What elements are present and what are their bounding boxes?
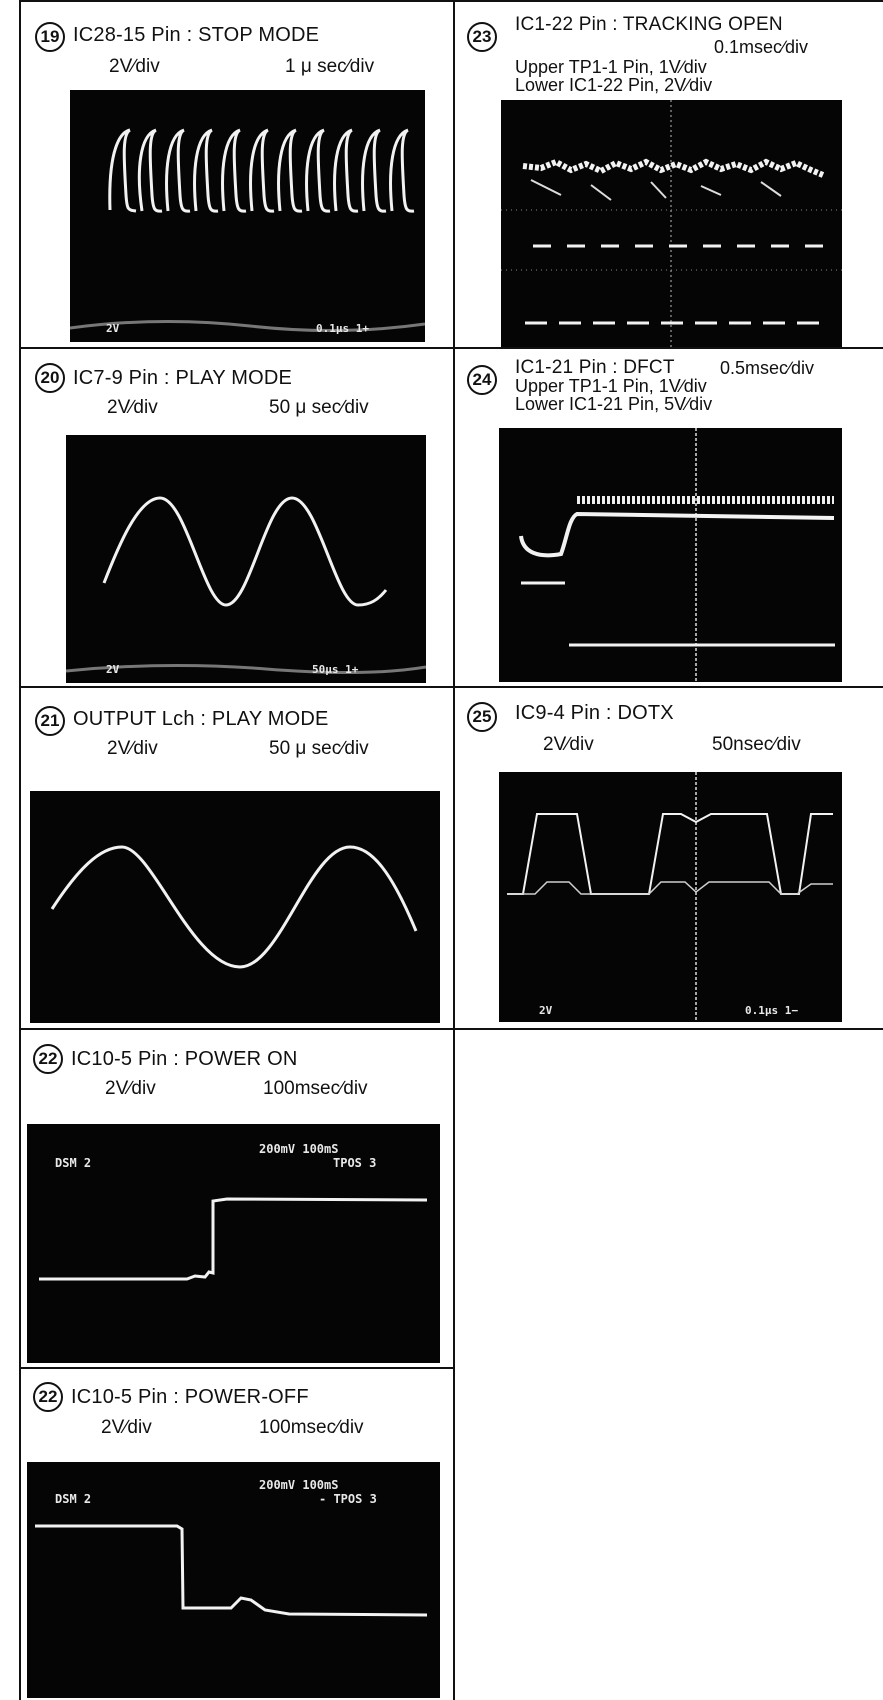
time-per-div: 0.5msec∕div [720, 358, 815, 378]
panel-number: 24 [467, 365, 497, 395]
panel-title: OUTPUT Lch : PLAY MODE [73, 708, 329, 730]
panel-23: 23 IC1-22 Pin : TRACKING OPEN 0.1msec∕di… [455, 0, 883, 347]
center-divider [453, 0, 455, 1700]
time-per-div: 100msec∕div [263, 1078, 368, 1099]
volts-per-div: 2V∕div [101, 1417, 152, 1438]
panel-number: 25 [467, 702, 497, 732]
panel-title: IC9-4 Pin : DOTX [515, 702, 674, 724]
waveform-trace [66, 496, 426, 675]
row-divider-2 [19, 686, 883, 688]
panel-25: 25 IC9-4 Pin : DOTX 2V∕div 50nsec∕div 2V… [455, 686, 883, 1028]
time-per-div: 50nsec∕div [712, 734, 801, 755]
waveform-trace [501, 100, 842, 347]
panel-title: IC1-22 Pin : TRACKING OPEN [515, 14, 783, 35]
oscilloscope-screen: 2V 50μs 1+ [66, 435, 426, 683]
panel-title: IC1-21 Pin : DFCT [515, 357, 675, 378]
waveform-trace [519, 428, 835, 682]
upper-trace-label: Upper TP1-1 Pin, 1V∕div [515, 57, 707, 77]
oscilloscope-screen [30, 791, 440, 1023]
outer-left-border [19, 0, 21, 1700]
panel-number: 19 [35, 22, 65, 52]
screen-scale-readout: 200mV 100mS [259, 1142, 339, 1156]
waveform-trace [39, 1197, 428, 1281]
oscilloscope-screen: 2V 0.1μs 1+ [70, 90, 425, 342]
screen-volt-readout: 2V [539, 1004, 553, 1017]
panel-20: 20 IC7-9 Pin : PLAY MODE 2V∕div 50 μ sec… [19, 347, 453, 686]
waveform-trace [50, 845, 418, 969]
panel-title: IC10-5 Pin : POWER-OFF [71, 1386, 309, 1408]
panel-title: IC7-9 Pin : PLAY MODE [73, 367, 293, 389]
volts-per-div: 2V∕div [109, 56, 160, 77]
upper-trace-label: Upper TP1-1 Pin, 1V∕div [515, 376, 707, 396]
screen-channel-readout: DSM 2 [55, 1492, 92, 1506]
panel-22-power-off: 22 IC10-5 Pin : POWER-OFF 2V∕div 100msec… [19, 1367, 453, 1700]
volts-per-div: 2V∕div [543, 734, 594, 755]
panel-number: 21 [35, 706, 65, 736]
lower-trace-label: Lower IC1-22 Pin, 2V∕div [515, 75, 713, 95]
volts-per-div: 2V∕div [105, 1078, 156, 1099]
oscilloscope-screen [499, 428, 842, 682]
screen-scale-readout: 200mV 100mS [259, 1478, 339, 1492]
panel-number: 22 [33, 1044, 63, 1074]
screen-trigger-readout: - TPOS 3 [319, 1492, 377, 1506]
time-per-div: 1 μ sec∕div [285, 56, 375, 77]
oscilloscope-screen: DSM 2 200mV 100mS TPOS 3 [27, 1124, 440, 1363]
screen-time-readout: 0.1μs 1+ [316, 322, 369, 335]
waveform-trace [507, 772, 833, 1022]
panel-number: 23 [467, 22, 497, 52]
time-per-div: 0.1msec∕div [714, 37, 809, 57]
panel-19: 19 IC28-15 Pin : STOP MODE 2V∕div 1 μ se… [19, 0, 453, 347]
panel-22-power-on: 22 IC10-5 Pin : POWER ON 2V∕div 100msec∕… [19, 1028, 453, 1367]
screen-channel-readout: DSM 2 [55, 1156, 92, 1170]
time-per-div: 50 μ sec∕div [269, 397, 369, 418]
volts-per-div: 2V∕div [107, 738, 158, 759]
panel-title: IC28-15 Pin : STOP MODE [73, 24, 320, 46]
row-divider-4 [19, 1367, 455, 1369]
volts-per-div: 2V∕div [107, 397, 158, 418]
screen-trigger-readout: TPOS 3 [333, 1156, 377, 1170]
row-divider-3 [19, 1028, 883, 1030]
waveform-trace [70, 128, 425, 333]
screen-volt-readout: 2V [106, 663, 120, 676]
waveform-trace [35, 1524, 428, 1617]
oscilloscope-screen: 2V 0.1μs 1− [499, 772, 842, 1022]
panel-number: 20 [35, 363, 65, 393]
panel-number: 22 [33, 1382, 63, 1412]
screen-volt-readout: 2V [106, 322, 120, 335]
screen-time-readout: 50μs 1+ [312, 663, 359, 676]
screen-time-readout: 0.1μs 1− [745, 1004, 798, 1017]
top-border [19, 0, 883, 2]
time-per-div: 100msec∕div [259, 1417, 364, 1438]
oscilloscope-screen: DSM 2 200mV 100mS - TPOS 3 [27, 1462, 440, 1698]
panel-24: 24 IC1-21 Pin : DFCT 0.5msec∕div Upper T… [455, 347, 883, 686]
panel-title: IC10-5 Pin : POWER ON [71, 1048, 298, 1070]
lower-trace-label: Lower IC1-21 Pin, 5V∕div [515, 394, 713, 414]
time-per-div: 50 μ sec∕div [269, 738, 369, 759]
oscilloscope-screen [501, 100, 842, 347]
row-divider-1 [19, 347, 883, 349]
panel-21: 21 OUTPUT Lch : PLAY MODE 2V∕div 50 μ se… [19, 686, 453, 1028]
